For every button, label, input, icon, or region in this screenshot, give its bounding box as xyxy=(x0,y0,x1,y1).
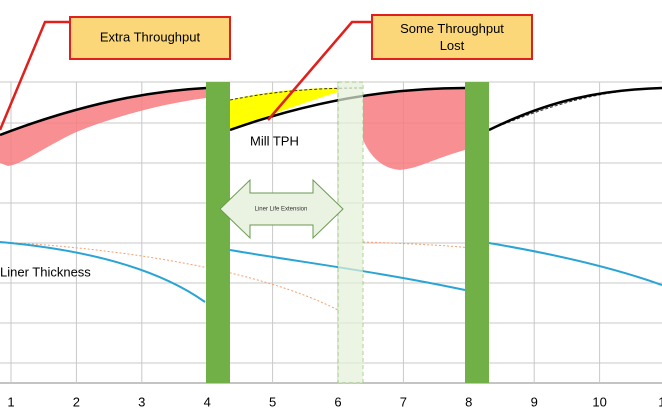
callout-pointer xyxy=(0,20,70,131)
liner-line xyxy=(488,242,662,286)
callout-text: Extra Throughput xyxy=(100,29,201,44)
lost-area xyxy=(230,88,338,130)
x-axis-label: 11 xyxy=(658,394,662,409)
x-axis-label: 2 xyxy=(73,394,80,409)
arrow-label: Liner Life Extension xyxy=(255,207,308,213)
liner-label: Liner Thickness xyxy=(0,264,91,279)
x-axis-label: 4 xyxy=(204,394,211,409)
extra-area xyxy=(363,88,465,170)
reference-curve xyxy=(488,87,662,131)
extension-arrow xyxy=(219,178,344,240)
callout-text-wrap: Some Throughput Lost xyxy=(400,21,504,53)
callout-box xyxy=(371,14,533,60)
x-axis: 1 2 3 4 5 6 7 8 9 10 11 xyxy=(7,394,662,409)
extra-area xyxy=(0,88,206,166)
x-axis-label: 3 xyxy=(138,394,145,409)
callout-box xyxy=(69,16,231,60)
mill-label: Mill TPH xyxy=(250,133,299,148)
mill-tph-line xyxy=(488,86,662,132)
liner-line xyxy=(0,241,206,303)
reline-bar xyxy=(206,82,230,383)
callout-text: Some Throughput Lost xyxy=(400,21,504,53)
x-axis-label: 7 xyxy=(400,394,407,409)
x-axis-label: 6 xyxy=(334,394,341,409)
x-axis-label: 1 xyxy=(7,394,14,409)
x-axis-label: 5 xyxy=(269,394,276,409)
mill-tph-line xyxy=(0,86,207,137)
reline-bar xyxy=(465,82,489,383)
callout-pointer xyxy=(267,20,372,121)
original-liner-line xyxy=(0,241,339,311)
grid xyxy=(0,81,662,384)
x-axis-label: 8 xyxy=(465,394,472,409)
x-axis-label: 9 xyxy=(531,394,538,409)
extended-reline xyxy=(337,81,364,384)
x-axis-label: 10 xyxy=(592,394,606,409)
